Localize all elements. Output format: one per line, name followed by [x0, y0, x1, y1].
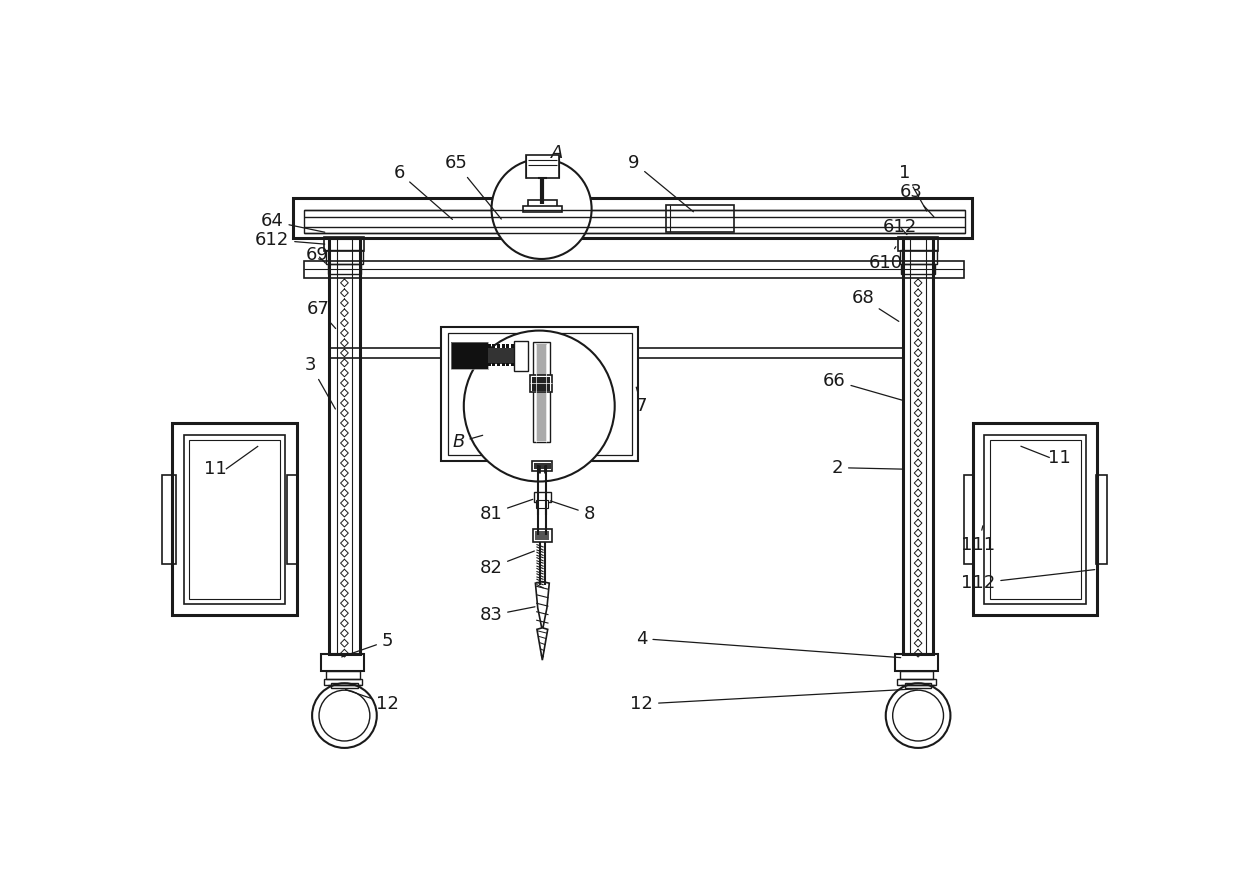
Text: 6: 6	[393, 164, 453, 219]
Text: 12: 12	[346, 689, 399, 713]
Bar	[511, 363, 513, 366]
Bar	[288, 476, 296, 564]
Bar	[501, 363, 505, 366]
Text: 12: 12	[630, 688, 918, 713]
Bar	[898, 679, 936, 685]
Text: 612: 612	[883, 217, 916, 236]
Text: 81: 81	[480, 500, 533, 523]
Bar	[492, 344, 495, 348]
Text: 67: 67	[306, 300, 336, 328]
Circle shape	[491, 159, 591, 259]
Text: 5: 5	[342, 632, 393, 657]
Bar	[506, 363, 510, 366]
Bar	[963, 476, 975, 564]
Bar	[441, 326, 637, 461]
Text: 112: 112	[961, 569, 1095, 592]
Text: 3: 3	[305, 356, 335, 409]
Bar	[487, 363, 491, 366]
Bar	[534, 493, 551, 502]
Bar	[985, 434, 1086, 604]
Bar	[972, 423, 1097, 615]
Bar	[450, 342, 487, 369]
Bar	[533, 529, 552, 542]
Text: 7: 7	[636, 387, 647, 415]
Bar	[326, 250, 363, 265]
Bar	[1096, 476, 1107, 564]
Text: 612: 612	[255, 231, 325, 249]
Bar	[523, 206, 562, 212]
Text: 68: 68	[852, 290, 899, 321]
Text: 4: 4	[636, 629, 900, 658]
Text: 69: 69	[306, 246, 329, 264]
Bar	[536, 500, 548, 508]
Text: A: A	[551, 145, 563, 163]
Bar	[899, 250, 936, 265]
Text: 9: 9	[629, 154, 693, 212]
Text: 65: 65	[445, 155, 501, 219]
Text: 83: 83	[480, 606, 534, 625]
Bar	[528, 199, 557, 207]
Bar	[325, 237, 365, 250]
Bar	[532, 376, 551, 391]
Text: 111: 111	[961, 526, 996, 553]
Bar	[666, 205, 734, 232]
Bar	[327, 265, 361, 274]
Text: 11: 11	[205, 460, 227, 478]
Bar	[511, 344, 513, 348]
Bar	[899, 670, 934, 679]
Bar	[990, 440, 1080, 599]
Bar	[534, 463, 551, 469]
Bar	[895, 654, 939, 670]
Bar	[184, 434, 285, 604]
Bar	[905, 683, 931, 687]
Bar	[903, 238, 934, 654]
Bar	[326, 670, 360, 679]
Bar	[506, 344, 510, 348]
Text: 82: 82	[480, 551, 534, 577]
Bar	[532, 461, 552, 471]
Polygon shape	[536, 582, 549, 631]
Bar	[513, 341, 528, 371]
Bar	[497, 344, 500, 348]
Bar	[492, 363, 495, 366]
Bar	[487, 344, 491, 348]
Bar	[293, 198, 972, 238]
Bar	[448, 333, 631, 455]
Bar	[321, 654, 365, 670]
Bar	[533, 342, 551, 443]
Bar	[526, 155, 558, 178]
Bar	[536, 531, 549, 540]
Bar	[172, 423, 296, 615]
Bar	[331, 683, 357, 687]
Bar	[501, 344, 505, 348]
Text: 11: 11	[1048, 449, 1070, 467]
Bar	[901, 265, 935, 274]
Bar	[497, 363, 500, 366]
Bar	[536, 344, 547, 441]
Bar	[450, 342, 487, 369]
Bar	[162, 476, 176, 564]
Bar	[304, 210, 965, 232]
Text: 63: 63	[900, 183, 934, 217]
Bar	[324, 679, 362, 685]
Bar	[487, 348, 518, 365]
Bar	[188, 440, 280, 599]
Text: 1: 1	[899, 164, 926, 211]
Text: 610: 610	[869, 247, 903, 272]
Bar	[304, 261, 965, 278]
Text: 8: 8	[551, 501, 595, 523]
Circle shape	[464, 331, 615, 482]
Text: 66: 66	[823, 372, 904, 401]
Text: 64: 64	[260, 212, 325, 232]
Text: B: B	[453, 434, 482, 451]
Bar	[898, 237, 939, 250]
Text: 2: 2	[832, 459, 903, 477]
Bar	[529, 375, 552, 392]
Polygon shape	[537, 628, 548, 660]
Bar	[329, 238, 360, 654]
